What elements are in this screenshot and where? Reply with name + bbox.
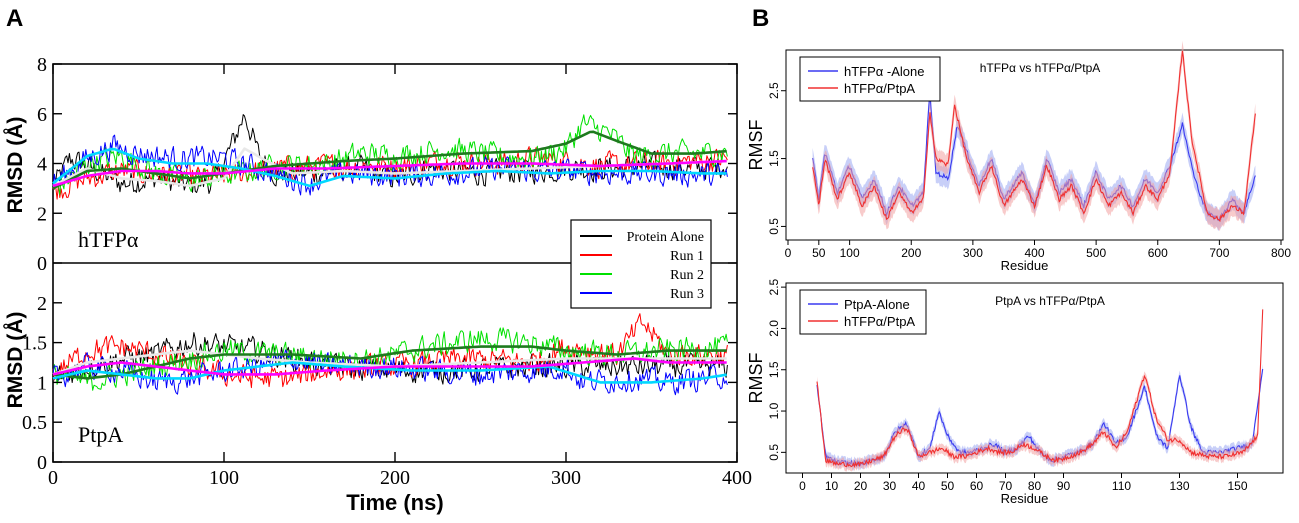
panel-b-top-plot: 0 50 100 200 300 400 500 600 700 800 0.5 1.5 2.5 Resi… <box>746 40 1291 273</box>
rmsd-smooth-ptpa-cyan <box>52 361 727 384</box>
y-tick-label-bottom: 0.5 <box>22 412 47 434</box>
legend-label-protein-alone: Protein Alone <box>627 230 704 245</box>
rmsd-smooth-ptpa-magenta <box>52 357 727 376</box>
rmsf-band-htfpa-htfp-ptpa <box>812 40 1256 232</box>
panel-label-a: A <box>6 5 23 32</box>
panel-a-top-series <box>52 114 728 200</box>
panel-a-xlabel: Time (ns) <box>346 490 443 515</box>
b-y-tick-label-ptpa: 1.0 <box>767 402 781 419</box>
b-y-tick-label-ptpa: 2.5 <box>767 278 781 295</box>
b-x-tick-label-ptpa: 90 <box>1057 479 1071 493</box>
rmsf-band-ptpa-ptpa-alone <box>817 364 1263 471</box>
b-x-tick-label-ptpa: 20 <box>854 479 868 493</box>
x-tick-label: 400 <box>722 467 752 489</box>
b-x-tick-label-ptpa: 130 <box>1169 479 1189 493</box>
b-x-tick-label-ptpa: 40 <box>912 479 926 493</box>
b-x-tick-label-htfpa: 300 <box>963 246 983 260</box>
legend-label-run-1: Run 1 <box>670 249 704 264</box>
rmsf-band-ptpa-htfp-ptpa <box>817 304 1263 472</box>
b-x-tick-label-htfpa: 800 <box>1271 246 1291 260</box>
b-y-tick-label-htfpa: 1.5 <box>767 150 781 167</box>
rmsf-line-htfpa-htfp-ptpa <box>812 50 1256 223</box>
b-ylabel-ptpa: RMSF <box>746 353 766 404</box>
y-tick-label-top: 8 <box>37 54 47 76</box>
subplot-label-ptpa: PtpA <box>78 422 123 447</box>
b-x-tick-label-ptpa: 10 <box>825 479 839 493</box>
b-ylabel-htfpa: RMSF <box>746 120 766 171</box>
b-x-tick-label-ptpa: 110 <box>1112 479 1131 493</box>
y-tick-label-bottom: 0 <box>37 452 47 474</box>
y-tick-label-top: 2 <box>37 203 47 225</box>
x-tick-label: 300 <box>551 467 581 489</box>
b-legend-label-htfpa-0: hTFPα -Alone <box>844 64 925 79</box>
b-title-ptpa: PtpA vs hTFPα/PtpA <box>995 294 1105 308</box>
b-x-tick-label-htfpa: 200 <box>901 246 921 260</box>
legend-label-run-3: Run 3 <box>670 287 704 302</box>
b-x-tick-label-ptpa: 60 <box>970 479 984 493</box>
b-y-tick-label-ptpa: 1.5 <box>767 361 781 378</box>
b-x-tick-label-htfpa: 0 <box>785 246 792 260</box>
x-tick-label: 200 <box>380 467 410 489</box>
b-x-tick-label-ptpa: 0 <box>799 479 806 493</box>
y-tick-label-top: 6 <box>37 104 47 126</box>
b-x-tick-label-htfpa: 700 <box>1209 246 1229 260</box>
x-tick-label: 0 <box>48 467 58 489</box>
panel-a-ylabel-top: RMSD (Å) <box>3 117 27 214</box>
b-xlabel-ptpa: Residue <box>1001 491 1049 506</box>
b-x-tick-label-htfpa: 100 <box>840 246 860 260</box>
b-x-tick-label-htfpa: 500 <box>1086 246 1106 260</box>
b-x-tick-label-ptpa: 70 <box>999 479 1013 493</box>
y-tick-label-top: 0 <box>37 253 47 275</box>
b-legend-box-htfpa <box>799 56 941 102</box>
subplot-label-htfpa: hTFPα <box>78 227 139 252</box>
b-title-htfpa: hTFPα vs hTFPα/PtpA <box>980 61 1101 75</box>
y-tick-label-bottom: 2 <box>37 293 47 315</box>
panel-a-legend: Protein Alone Run 1 Run 2 Run 3 <box>570 219 712 309</box>
b-legend-label-ptpa-0: PtpA-Alone <box>844 297 910 312</box>
rmsd-smooth-htfpa-cyan <box>52 147 727 188</box>
panel-a-ylabel-bottom: RMSD (Å) <box>3 312 27 409</box>
x-tick-label: 100 <box>209 467 239 489</box>
rmsd-trace-htfpa-run-2 <box>52 114 728 196</box>
y-tick-label-bottom: 1.5 <box>22 333 47 355</box>
b-x-tick-label-htfpa: 400 <box>1024 246 1044 260</box>
b-x-tick-label-ptpa: 150 <box>1227 479 1247 493</box>
b-x-tick-label-ptpa: 30 <box>883 479 897 493</box>
b-y-tick-label-ptpa: 0.5 <box>767 444 781 461</box>
y-tick-label-top: 4 <box>37 154 47 176</box>
panel-b-bottom-plot: 0 10 20 30 40 50 60 70 80 90 110 130 150 0.5 1.0 1.5 2.0… <box>746 278 1264 506</box>
panel-a-bottom-series <box>52 313 728 396</box>
b-y-tick-label-htfpa: 0.5 <box>767 218 781 235</box>
b-legend-box-ptpa <box>799 289 927 335</box>
b-y-tick-label-ptpa: 2.0 <box>767 320 781 337</box>
rmsd-smooth-ptpa-darkgreen <box>52 345 727 380</box>
b-legend-label-ptpa-1: hTFPα/PtpA <box>844 314 915 329</box>
b-x-tick-label-htfpa: 600 <box>1148 246 1168 260</box>
b-x-tick-label-ptpa: 80 <box>1028 479 1042 493</box>
rmsf-line-ptpa-htfp-ptpa <box>816 309 1264 469</box>
rmsd-smooth-htfpa-magenta <box>52 159 727 188</box>
b-y-tick-label-htfpa: 2.5 <box>767 82 781 99</box>
b-xlabel-htfpa: Residue <box>1001 258 1049 273</box>
b-x-tick-label-htfpa: 50 <box>812 246 826 260</box>
b-legend-label-htfpa-1: hTFPα/PtpA <box>844 81 915 96</box>
legend-label-run-2: Run 2 <box>670 268 704 283</box>
panel-a-axes: 0 2 4 6 8 0 0.5 1 1.5 2 0 100 200 300 400 <box>22 54 752 489</box>
panel-label-b: B <box>752 5 769 32</box>
rmsd-smooth-htfpa-darkgreen <box>52 130 727 190</box>
b-x-tick-label-ptpa: 50 <box>941 479 955 493</box>
y-tick-label-bottom: 1 <box>37 372 47 394</box>
